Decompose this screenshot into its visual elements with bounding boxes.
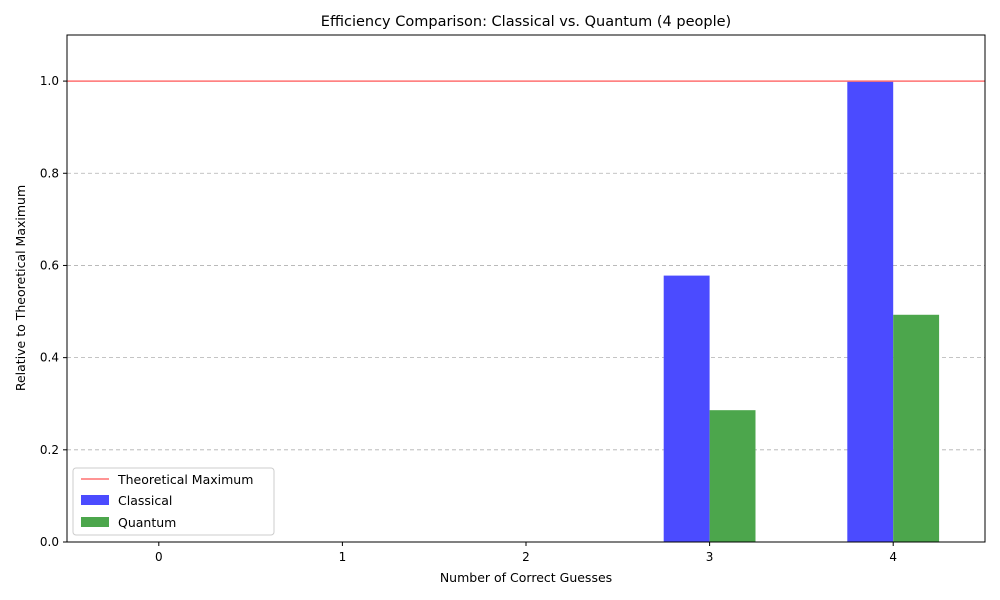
legend-swatch-quantum [81, 517, 109, 527]
legend: Theoretical Maximum Classical Quantum [72, 467, 275, 536]
x-tick-label: 2 [522, 550, 530, 564]
y-tick-label: 0.8 [40, 166, 59, 180]
y-tick-label: 0.0 [40, 535, 59, 549]
y-axis-ticks: 0.0 0.2 0.4 0.6 0.8 1.0 [40, 74, 67, 549]
legend-label-quantum: Quantum [118, 515, 176, 530]
y-tick-label: 0.4 [40, 351, 59, 365]
x-tick-label: 1 [339, 550, 347, 564]
bar-classical-3 [663, 275, 710, 542]
x-tick-label: 0 [155, 550, 163, 564]
x-tick-label: 4 [889, 550, 897, 564]
x-tick-label: 3 [706, 550, 714, 564]
y-axis-label: Relative to Theoretical Maximum [13, 185, 28, 391]
legend-label-classical: Classical [118, 493, 172, 508]
legend-box [72, 467, 275, 536]
x-axis-label: Number of Correct Guesses [440, 570, 612, 585]
y-tick-label: 0.6 [40, 258, 59, 272]
legend-label-reference: Theoretical Maximum [117, 472, 253, 487]
bar-classical-4 [847, 81, 894, 542]
bar-quantum-4 [893, 314, 940, 542]
bars-group [663, 81, 940, 542]
chart-title: Efficiency Comparison: Classical vs. Qua… [321, 14, 731, 30]
bar-quantum-3 [709, 410, 756, 542]
x-axis-ticks: 0 1 2 3 4 [155, 542, 897, 564]
legend-swatch-classical [81, 495, 109, 505]
y-tick-label: 1.0 [40, 74, 59, 88]
y-tick-label: 0.2 [40, 443, 59, 457]
